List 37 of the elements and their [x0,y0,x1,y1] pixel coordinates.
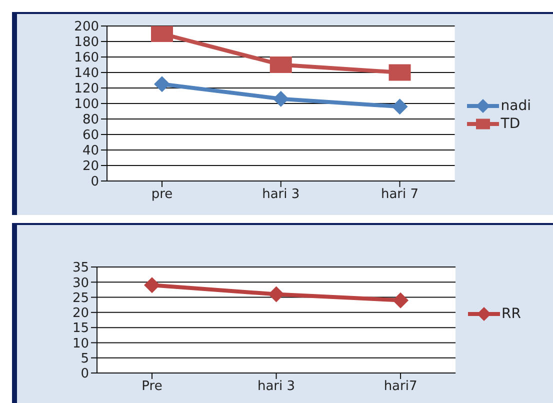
point [272,90,289,107]
x-tick-label: pre [151,187,173,202]
y-tick-label: 35 [72,260,89,276]
point [392,292,409,308]
y-tick-label: 80 [82,112,99,128]
y-tick-label: 25 [72,290,89,306]
x-tick-label: hari 7 [380,187,419,202]
x-tick-label: hari 3 [262,187,300,202]
y-tick-label: 160 [74,50,99,66]
x-tick-label: hari7 [384,379,418,394]
y-tick-label: 20 [72,306,89,322]
point [151,26,173,42]
y-tick-label: 0 [80,366,89,382]
y-tick-label: 120 [74,82,99,97]
y-tick-label: 0 [90,174,99,190]
y-tick-label: 60 [82,128,99,144]
y-tick-label: 10 [72,336,89,352]
y-tick-label: 5 [80,351,89,366]
legend-label: nadi [500,98,531,114]
legend-label: TD [500,116,520,132]
y-tick-label: 140 [74,66,99,82]
y-tick-label: 20 [82,159,99,174]
y-tick-label: 100 [74,97,99,112]
point [268,286,284,302]
y-tick-label: 40 [82,144,99,159]
legend-label: RR [502,306,521,322]
point [392,98,408,115]
x-tick-label: Pre [142,379,162,394]
y-tick-label: 30 [72,276,89,291]
x-tick-label: hari 3 [257,379,296,394]
point [388,64,411,81]
y-tick-label: 200 [74,20,99,35]
y-tick-label: 180 [74,35,99,50]
point [154,76,170,92]
y-tick-label: 15 [72,321,89,336]
point [270,56,292,73]
point [144,277,160,294]
